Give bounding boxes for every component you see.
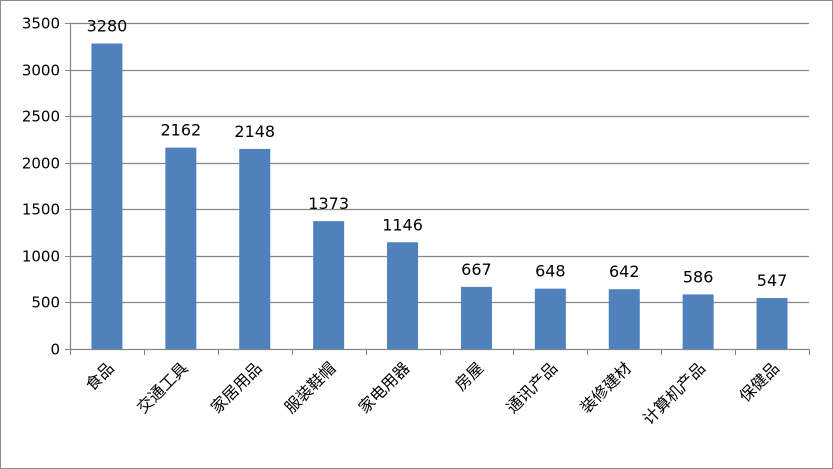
data-label-9: 547 xyxy=(757,271,788,290)
y-tick-label-0: 0 xyxy=(50,341,60,359)
category-label-2: 家居用品 xyxy=(207,358,266,417)
y-tick-label-1000: 1000 xyxy=(22,248,60,266)
category-label-6: 通讯产品 xyxy=(502,358,561,417)
y-tick-label-2500: 2500 xyxy=(22,108,60,126)
category-label-0: 食品 xyxy=(82,358,118,394)
bar-8 xyxy=(682,294,714,349)
data-label-6: 648 xyxy=(535,262,566,281)
bar-3 xyxy=(313,221,345,349)
data-label-5: 667 xyxy=(461,260,492,279)
category-label-8: 计算机产品 xyxy=(639,358,709,428)
labels: 0 500 1000 1500 2000 2500 3000 3500 3280 食品 2162 交通… xyxy=(22,15,788,429)
category-label-7: 装修建材 xyxy=(576,358,635,417)
bar-5 xyxy=(460,286,492,349)
bar-4 xyxy=(387,242,419,349)
bar-2 xyxy=(239,148,271,349)
category-label-9: 保健品 xyxy=(735,358,782,405)
bar-9 xyxy=(756,298,788,349)
y-tick-label-500: 500 xyxy=(31,294,60,312)
bar-6 xyxy=(534,288,566,349)
y-tick-label-3500: 3500 xyxy=(22,15,60,33)
data-label-8: 586 xyxy=(683,267,714,286)
y-tick-label-2000: 2000 xyxy=(22,155,60,173)
bar-0 xyxy=(91,43,123,350)
axes xyxy=(65,23,810,355)
y-tick-label-3000: 3000 xyxy=(22,62,60,80)
data-label-2: 2148 xyxy=(234,122,275,141)
category-label-1: 交通工具 xyxy=(133,358,192,417)
data-label-3: 1373 xyxy=(308,194,349,213)
bar-1 xyxy=(165,147,197,349)
category-label-5: 房屋 xyxy=(451,358,487,394)
data-label-0: 3280 xyxy=(87,16,128,35)
category-label-4: 家电用器 xyxy=(355,358,414,417)
bars xyxy=(91,43,788,350)
category-label-3: 服装鞋帽 xyxy=(281,358,340,417)
bar-7 xyxy=(608,289,640,349)
data-label-1: 2162 xyxy=(160,121,201,140)
y-tick-label-1500: 1500 xyxy=(22,201,60,219)
data-label-7: 642 xyxy=(609,262,640,281)
data-label-4: 1146 xyxy=(382,215,423,234)
